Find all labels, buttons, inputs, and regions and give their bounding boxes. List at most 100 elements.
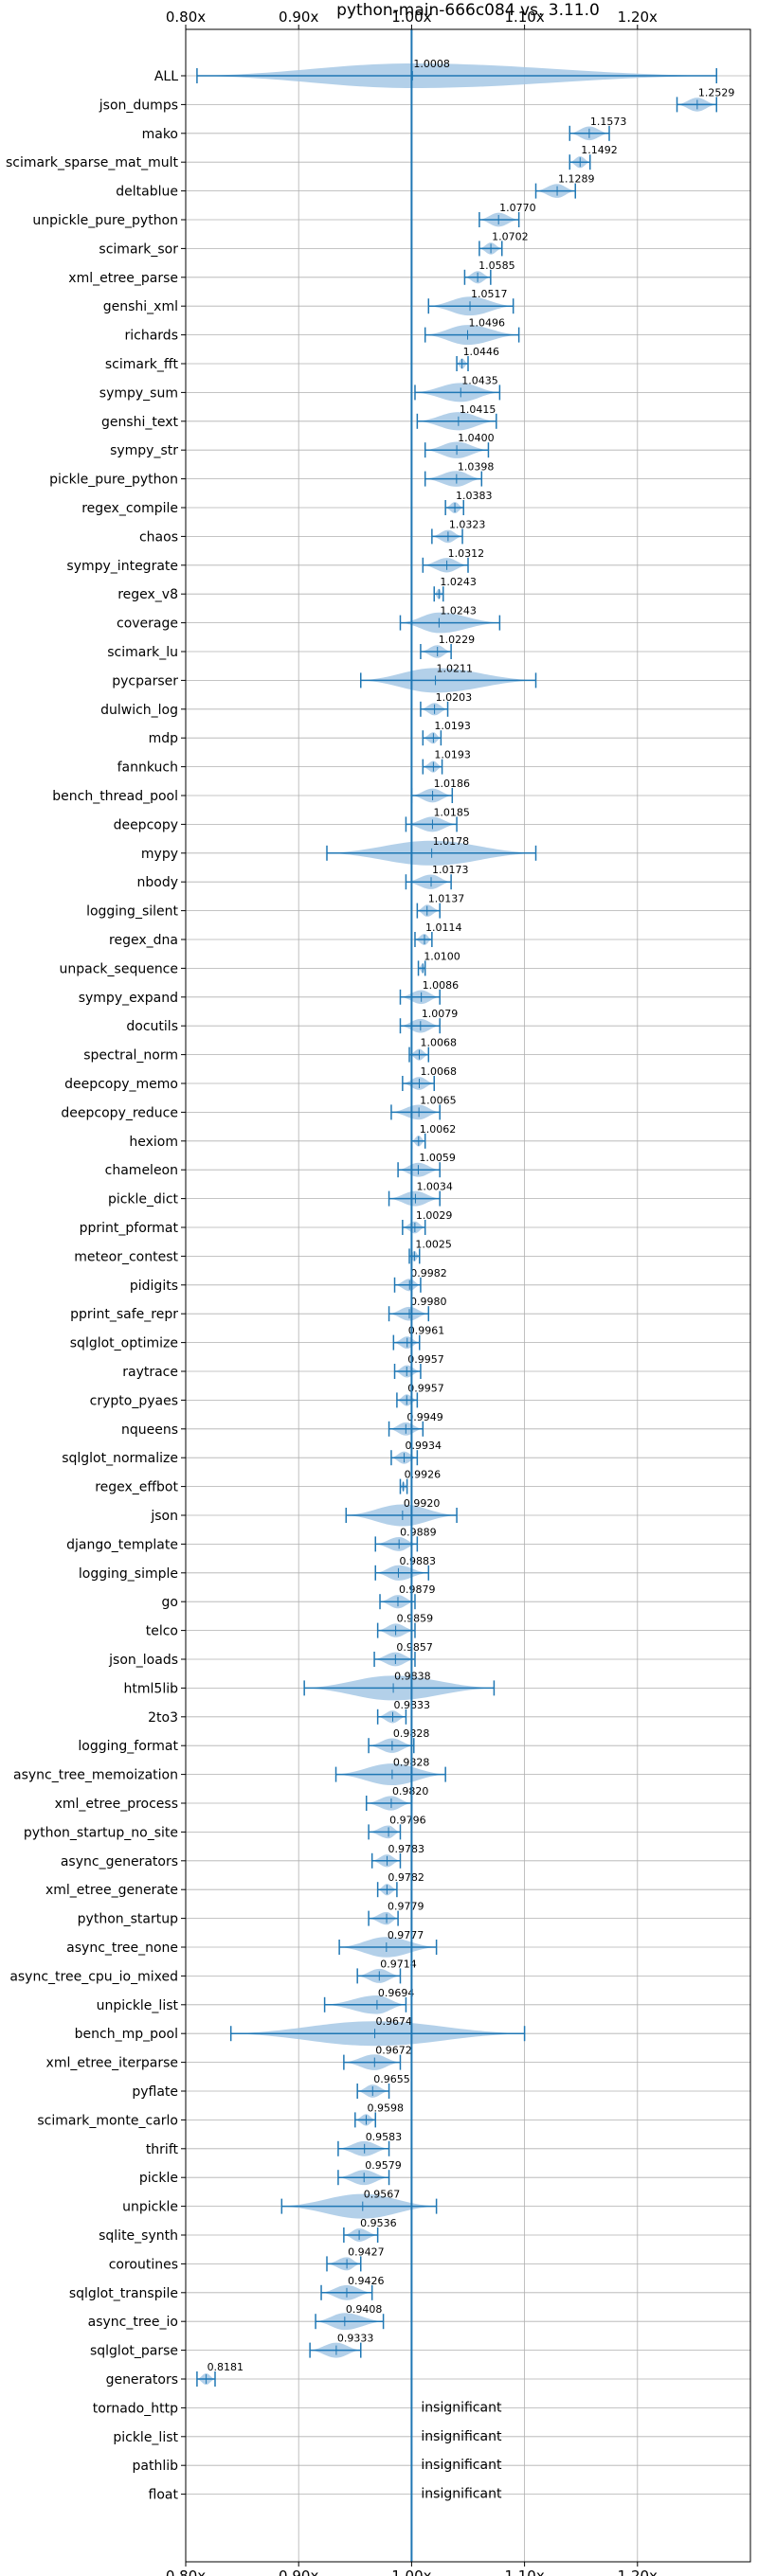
median-value-label: 0.9714 bbox=[380, 1958, 417, 1970]
row-label: sympy_expand bbox=[79, 991, 178, 1006]
median-value-label: 1.0008 bbox=[413, 58, 450, 70]
median-value-label: 0.9957 bbox=[407, 1353, 444, 1366]
median-value-label: 0.9949 bbox=[406, 1411, 443, 1423]
median-value-label: 1.0068 bbox=[421, 1037, 458, 1049]
median-value-label: 1.0059 bbox=[419, 1152, 456, 1164]
row-label: sqlglot_normalize bbox=[62, 1451, 178, 1466]
median-value-label: 1.2529 bbox=[698, 86, 735, 98]
row-label: ALL bbox=[154, 69, 178, 84]
median-value-label: 1.0178 bbox=[433, 835, 470, 848]
median-value-label: 1.0086 bbox=[423, 979, 460, 992]
row-label: logging_simple bbox=[79, 1566, 178, 1582]
median-value-label: 0.9567 bbox=[364, 2189, 401, 2201]
row-label: sympy_sum bbox=[99, 385, 178, 401]
row-label: django_template bbox=[66, 1537, 178, 1552]
x-tick-label-top: 0.90x bbox=[279, 9, 318, 26]
median-value-label: 1.0770 bbox=[499, 202, 536, 214]
median-value-label: 1.0383 bbox=[456, 490, 493, 502]
row-label: async_tree_io bbox=[88, 2315, 178, 2330]
insignificant-label: insignificant bbox=[421, 2400, 502, 2415]
row-label: scimark_sor bbox=[99, 242, 178, 257]
row-label: coverage bbox=[117, 617, 178, 632]
median-value-label: 1.1573 bbox=[590, 116, 627, 128]
row-label: pickle_list bbox=[113, 2430, 178, 2445]
median-value-label: 0.9920 bbox=[404, 1497, 441, 1510]
row-label: bench_mp_pool bbox=[75, 2027, 178, 2042]
x-tick-label-top: 1.00x bbox=[391, 9, 431, 26]
row-label: dulwich_log bbox=[100, 703, 178, 718]
median-value-label: 0.9879 bbox=[399, 1583, 436, 1596]
row-label: scimark_sparse_mat_mult bbox=[6, 155, 178, 170]
row-label: async_generators bbox=[61, 1854, 178, 1869]
median-value-label: 1.0068 bbox=[421, 1065, 458, 1078]
row-label: logging_silent bbox=[86, 904, 178, 920]
median-value-label: 1.0415 bbox=[460, 403, 496, 416]
row-label: pycparser bbox=[112, 673, 178, 689]
chart-title: python-main-666c084 vs. 3.11.0 bbox=[336, 1, 600, 20]
row-label: html5lib bbox=[124, 1681, 179, 1696]
row-label: generators bbox=[106, 2372, 178, 2388]
row-label: chaos bbox=[139, 529, 178, 545]
median-value-label: 1.0400 bbox=[458, 432, 494, 444]
row-label: unpickle bbox=[122, 2200, 178, 2215]
row-label: genshi_xml bbox=[103, 299, 178, 314]
median-value-label: 0.9598 bbox=[367, 2102, 404, 2114]
row-label: spectral_norm bbox=[83, 1048, 178, 1064]
median-value-label: 1.0496 bbox=[469, 317, 506, 330]
row-label: async_tree_cpu_io_mixed bbox=[9, 1969, 178, 1984]
row-label: regex_v8 bbox=[117, 587, 178, 602]
median-value-label: 1.0243 bbox=[440, 605, 477, 617]
median-value-label: 1.0446 bbox=[463, 346, 500, 358]
row-label: json bbox=[150, 1509, 178, 1524]
row-label: regex_dna bbox=[109, 933, 178, 948]
row-label: thrift bbox=[146, 2142, 179, 2157]
row-label: python_startup bbox=[78, 1912, 178, 1927]
row-label: chameleon bbox=[105, 1163, 178, 1178]
median-value-label: 0.9536 bbox=[360, 2217, 397, 2229]
row-label: pathlib bbox=[133, 2459, 179, 2474]
median-value-label: 1.0211 bbox=[437, 662, 474, 674]
median-value-label: 1.0137 bbox=[428, 893, 465, 905]
row-label: async_tree_memoization bbox=[13, 1768, 178, 1783]
row-label: json_dumps bbox=[99, 98, 178, 113]
median-value-label: 1.0435 bbox=[461, 374, 498, 386]
row-label: mako bbox=[142, 127, 178, 142]
median-value-label: 1.0062 bbox=[420, 1123, 457, 1136]
row-label: go bbox=[162, 1595, 178, 1610]
row-label: pickle_pure_python bbox=[49, 473, 178, 488]
median-value-label: 0.9782 bbox=[388, 1871, 424, 1884]
row-label: scimark_monte_carlo bbox=[37, 2113, 178, 2128]
row-label: deepcopy_reduce bbox=[61, 1105, 178, 1120]
insignificant-label: insignificant bbox=[421, 2487, 502, 2502]
row-label: unpickle_pure_python bbox=[32, 213, 178, 228]
median-value-label: 1.0229 bbox=[439, 634, 476, 646]
median-value-label: 0.9883 bbox=[399, 1555, 436, 1567]
median-value-label: 0.9333 bbox=[337, 2333, 374, 2345]
row-label: sympy_integrate bbox=[66, 559, 178, 574]
x-tick-label-bottom: 1.20x bbox=[618, 2567, 658, 2576]
row-label: pyflate bbox=[132, 2084, 178, 2100]
row-label: deepcopy bbox=[114, 817, 178, 832]
row-label: mdp bbox=[149, 731, 179, 746]
row-label: meteor_contest bbox=[74, 1249, 178, 1264]
row-label: pidigits bbox=[130, 1279, 178, 1294]
x-tick-label-bottom: 1.00x bbox=[391, 2567, 431, 2576]
row-label: pickle bbox=[139, 2171, 178, 2186]
median-value-label: 0.9783 bbox=[388, 1843, 425, 1855]
median-value-label: 1.0203 bbox=[436, 691, 473, 704]
row-label: hexiom bbox=[129, 1135, 178, 1150]
row-label: 2to3 bbox=[148, 1710, 178, 1726]
median-value-label: 0.9926 bbox=[405, 1469, 442, 1481]
row-label: deepcopy_memo bbox=[64, 1077, 178, 1092]
row-label: regex_compile bbox=[81, 501, 178, 516]
row-label: json_loads bbox=[108, 1653, 178, 1668]
median-value-label: 0.9779 bbox=[388, 1901, 424, 1913]
median-value-label: 1.0079 bbox=[422, 1008, 459, 1020]
median-value-label: 1.0702 bbox=[492, 230, 529, 242]
median-value-label: 0.9980 bbox=[410, 1296, 447, 1308]
x-tick-label-bottom: 0.80x bbox=[166, 2567, 206, 2576]
row-label: pprint_safe_repr bbox=[70, 1307, 178, 1322]
row-label: fannkuch bbox=[117, 760, 178, 776]
